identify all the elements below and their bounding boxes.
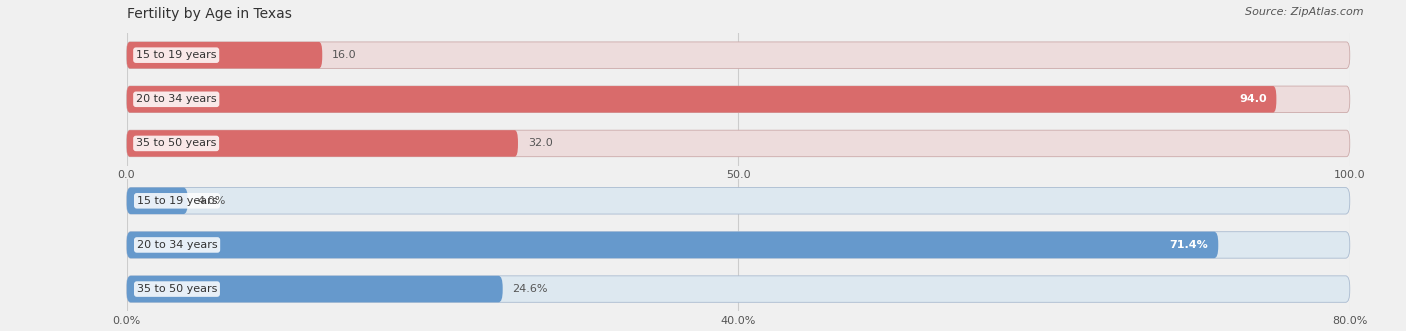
Text: 15 to 19 years: 15 to 19 years [136,50,217,60]
Text: 15 to 19 years: 15 to 19 years [136,196,218,206]
FancyBboxPatch shape [127,86,1277,113]
Text: Fertility by Age in Texas: Fertility by Age in Texas [127,7,291,21]
FancyBboxPatch shape [127,188,188,214]
Text: 94.0: 94.0 [1239,94,1267,104]
FancyBboxPatch shape [127,276,1350,302]
FancyBboxPatch shape [127,42,1350,69]
FancyBboxPatch shape [127,86,1350,113]
FancyBboxPatch shape [127,130,1350,157]
FancyBboxPatch shape [127,188,1350,214]
FancyBboxPatch shape [127,232,1218,258]
Text: 32.0: 32.0 [527,138,553,148]
Text: 20 to 34 years: 20 to 34 years [136,94,217,104]
FancyBboxPatch shape [127,42,322,69]
FancyBboxPatch shape [127,130,517,157]
FancyBboxPatch shape [127,232,1350,258]
Text: 4.0%: 4.0% [197,196,226,206]
Text: 16.0: 16.0 [332,50,357,60]
Text: 20 to 34 years: 20 to 34 years [136,240,218,250]
FancyBboxPatch shape [127,276,503,302]
Text: Source: ZipAtlas.com: Source: ZipAtlas.com [1246,7,1364,17]
Text: 71.4%: 71.4% [1170,240,1209,250]
Text: 35 to 50 years: 35 to 50 years [136,138,217,148]
Text: 24.6%: 24.6% [512,284,548,294]
Text: 35 to 50 years: 35 to 50 years [136,284,217,294]
